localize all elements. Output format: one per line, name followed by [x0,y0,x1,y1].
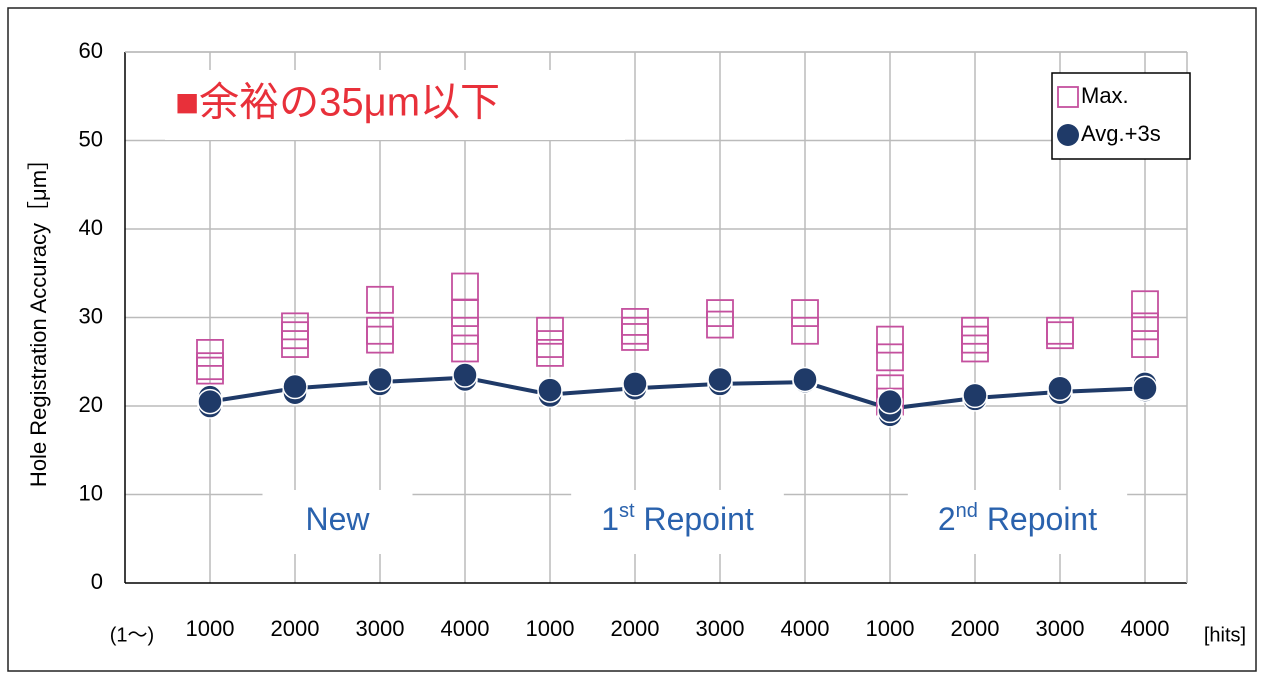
max-marker [706,310,734,339]
max-marker [536,338,564,367]
y-axis-title: Hole Registration Accuracy［μm］ [26,148,51,487]
avg-marker [197,388,223,415]
legend-marker [1057,86,1079,108]
avg-marker [962,382,988,409]
x-tick-label: 3000 [356,616,405,641]
x-tick-label: 3000 [696,616,745,641]
x-unit: [hits] [1204,624,1246,646]
legend-label: Avg.+3s [1081,121,1161,146]
legend-marker [1057,124,1079,146]
max-marker [196,356,224,385]
avg-marker [622,371,648,397]
group-label: 2nd Repoint [938,500,1097,537]
avg-line [209,375,1146,411]
y-tick-label: 60 [79,38,103,63]
max-marker [1131,312,1159,341]
x-tick-label: 4000 [441,616,490,641]
group-label-suffix: Repoint [978,501,1097,537]
x-tick-label: 4000 [1121,616,1170,641]
avg-marker [1047,375,1073,402]
x-tick-label: 1000 [186,616,235,641]
x-prefix: (1～) [110,624,154,646]
group-label-sup: nd [956,500,978,522]
annotation-bg [165,70,625,140]
group-label-main: 2 [938,501,956,537]
max-marker [621,323,649,351]
max-marker [1131,290,1159,319]
max-marker [1046,321,1074,350]
x-tick-label: 2000 [611,616,660,641]
y-tick-label: 10 [79,480,103,505]
avg-marker [1132,375,1158,402]
avg-marker [877,388,903,415]
max-marker [451,334,479,363]
max-marker [876,343,904,372]
avg-marker [367,366,393,393]
avg-marker [452,362,478,388]
x-tick-label: 1000 [526,616,575,641]
y-tick-label: 50 [79,126,103,151]
max-marker [876,325,904,354]
avg-marker [537,377,563,403]
y-tick-label: 0 [91,569,103,594]
group-label-bg [907,490,1128,554]
group-label-suffix: Repoint [635,501,754,537]
y-tick-label: 20 [79,392,103,417]
avg-marker [282,373,308,400]
max-marker [791,316,819,345]
avg-marker [707,366,733,393]
x-tick-label: 4000 [781,616,830,641]
max-marker [1131,330,1159,358]
y-tick-label: 40 [79,215,103,240]
y-tick-label: 30 [79,303,103,328]
group-label-sup: st [619,500,635,522]
legend-label: Max. [1081,83,1129,108]
group-label-bg [571,490,784,554]
group-label: New [305,501,370,537]
x-tick-label: 3000 [1036,616,1085,641]
max-marker [366,285,394,314]
max-marker [281,330,309,358]
group-label-bg [262,490,413,554]
annotation: ■余裕の35μm以下 [175,81,500,125]
max-marker [961,334,989,363]
x-tick-label: 2000 [271,616,320,641]
max-marker [451,316,479,345]
avg-marker [792,366,818,393]
group-label-main: 1 [601,501,619,537]
x-tick-label: 2000 [951,616,1000,641]
max-marker [451,299,479,327]
max-marker [791,299,819,327]
group-label-main: New [305,501,370,537]
x-tick-label: 1000 [866,616,915,641]
group-label: 1st Repoint [601,500,754,537]
max-marker [366,325,394,354]
